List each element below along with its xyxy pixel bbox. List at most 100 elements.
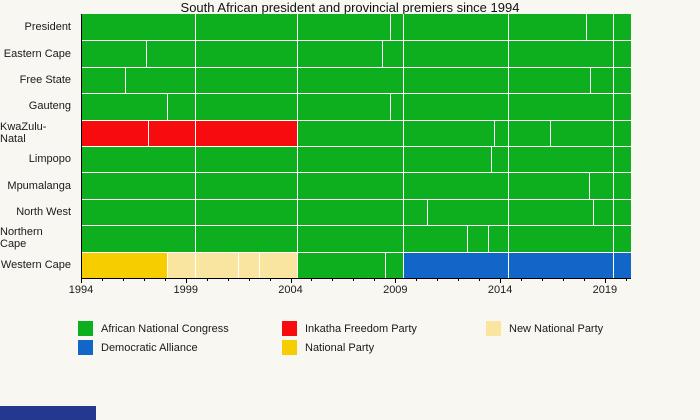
timeline-segment-anc	[509, 41, 615, 67]
legend-column: New National Party	[486, 321, 603, 336]
legend-item: New National Party	[486, 321, 603, 336]
x-minor-tick	[353, 278, 355, 281]
timeline-segment-anc	[614, 67, 631, 94]
row-label: KwaZulu-Natal	[0, 120, 47, 145]
x-major-tick	[395, 278, 397, 283]
timeline-segment-anc	[614, 14, 631, 41]
row-label: Western Cape	[0, 258, 71, 271]
x-minor-tick	[269, 278, 271, 281]
timeline-segment-anc	[196, 146, 298, 173]
timeline-segment-anc	[494, 120, 510, 146]
timeline-segment-anc	[196, 94, 298, 120]
x-minor-tick	[311, 278, 313, 281]
timeline-segment-anc	[509, 226, 615, 252]
legend-label: African National Congress	[101, 322, 229, 335]
timeline-segment-da	[614, 252, 631, 278]
x-minor-tick	[437, 278, 439, 281]
legend-item: Democratic Alliance	[78, 340, 229, 355]
timeline-segment-anc	[467, 226, 489, 252]
timeline-segment-anc	[427, 199, 510, 226]
timeline-segment-np	[82, 252, 168, 278]
x-minor-tick	[143, 278, 145, 281]
timeline-segment-anc	[391, 14, 404, 41]
timeline-segment-anc	[403, 94, 510, 120]
row-label: Gauteng	[28, 100, 71, 113]
y-axis-labels: President Eastern Cape Free State Gauteng Kw…	[0, 14, 76, 278]
x-minor-tick	[374, 278, 376, 281]
x-major-tick	[604, 278, 606, 283]
timeline-segment-anc	[82, 199, 197, 226]
x-minor-tick	[206, 278, 208, 281]
x-tick-label: 1999	[173, 284, 199, 296]
timeline-segment-anc	[509, 67, 592, 94]
plot-area	[81, 14, 631, 279]
timeline-row	[82, 172, 631, 199]
legend-item: African National Congress	[78, 321, 229, 336]
x-axis: 1994 1999 2004 2009 2014 2019	[0, 278, 700, 300]
timeline-segment-anc	[82, 14, 197, 41]
timeline-segment-anc	[509, 199, 595, 226]
timeline-segment-anc	[297, 67, 404, 94]
timeline-segment-anc	[614, 120, 631, 146]
timeline-segment-anc	[586, 14, 615, 41]
timeline-row	[82, 66, 631, 94]
x-major-tick	[500, 278, 502, 283]
row-label: Northern Cape	[0, 226, 43, 251]
timeline-segment-ifp	[82, 120, 150, 146]
timeline-segment-anc	[196, 41, 298, 67]
legend-swatch-np	[282, 340, 297, 355]
x-tick-label: 2009	[383, 284, 408, 296]
taskbar-fragment	[0, 406, 96, 420]
timeline-segment-anc	[196, 14, 298, 41]
timeline-segment-anc	[509, 120, 552, 146]
x-minor-tick	[122, 278, 124, 281]
x-minor-tick	[332, 278, 334, 281]
x-minor-tick	[562, 278, 564, 281]
timeline-segment-anc	[509, 94, 615, 120]
x-minor-tick	[458, 278, 460, 281]
timeline-segment-anc	[297, 173, 404, 199]
timeline-segment-anc	[146, 41, 197, 67]
timeline-segment-nnp	[239, 252, 261, 278]
legend-label: National Party	[305, 341, 375, 354]
legend-swatch-anc	[78, 321, 93, 336]
x-minor-tick	[541, 278, 543, 281]
timeline-row	[82, 198, 631, 226]
timeline-segment-da	[403, 252, 510, 278]
legend: African National Congress Democratic Alli…	[0, 321, 700, 363]
row-label: Eastern Cape	[3, 47, 71, 60]
x-tick-label: 2004	[278, 284, 303, 296]
timeline-segment-anc	[82, 146, 197, 173]
timeline-segment-anc	[590, 173, 615, 199]
x-minor-tick	[227, 278, 229, 281]
timeline-segment-anc	[614, 41, 631, 67]
row-label: North West	[16, 206, 71, 219]
timeline-segment-anc	[403, 146, 492, 173]
timeline-segment-anc	[126, 67, 197, 94]
timeline-segment-anc	[488, 226, 510, 252]
timeline-segment-anc	[82, 173, 197, 199]
legend-swatch-nnp	[486, 321, 501, 336]
timeline-segment-anc	[196, 226, 298, 252]
legend-swatch-ifp	[282, 321, 297, 336]
timeline-segment-ifp	[149, 120, 197, 146]
legend-label: New National Party	[509, 322, 604, 335]
row-label: Free State	[19, 74, 71, 87]
chart-title: South African president and provincial p…	[180, 0, 520, 15]
timeline-segment-anc	[82, 41, 147, 67]
x-minor-tick	[416, 278, 418, 281]
x-minor-tick	[479, 278, 481, 281]
timeline-row	[82, 145, 631, 173]
x-minor-tick	[101, 278, 103, 281]
x-minor-tick	[583, 278, 585, 281]
legend-item: Inkatha Freedom Party	[282, 321, 417, 336]
timeline-segment-anc	[403, 67, 510, 94]
timeline-segment-anc	[391, 94, 404, 120]
timeline-segment-anc	[297, 146, 404, 173]
x-tick-label: 1994	[68, 284, 94, 296]
timeline-segment-anc	[385, 252, 404, 278]
timeline-segment-anc	[614, 226, 631, 252]
timeline-segment-anc	[297, 226, 404, 252]
timeline-segment-anc	[403, 14, 510, 41]
x-minor-tick	[164, 278, 166, 281]
